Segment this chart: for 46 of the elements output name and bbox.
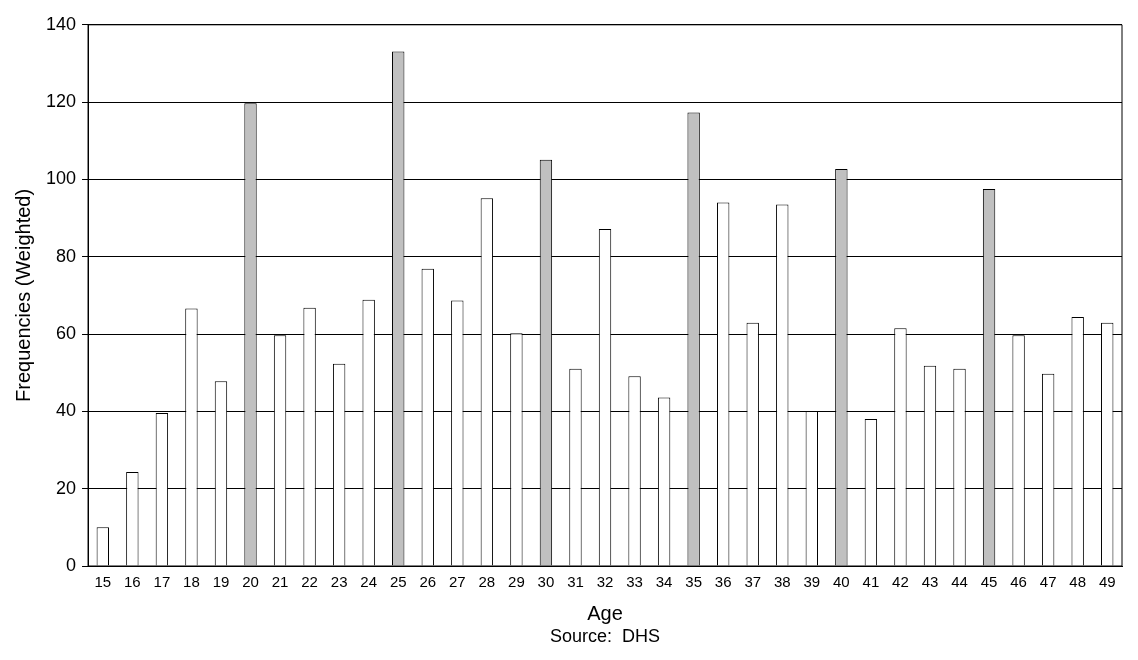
y-tick-label: 140	[45, 13, 77, 34]
x-tick-label: 36	[714, 573, 732, 591]
x-tick-label: 22	[301, 573, 318, 591]
y-tick-label: 120	[45, 91, 77, 112]
y-tick-label: 80	[56, 245, 77, 266]
x-tick-label: 16	[124, 573, 141, 591]
x-tick-label: 43	[921, 573, 939, 591]
x-tick-label: 15	[94, 573, 112, 591]
x-tick-label: 24	[360, 573, 378, 591]
x-tick-label: 18	[183, 573, 200, 591]
x-tick-label: 30	[537, 573, 555, 591]
x-tick-label: 32	[596, 573, 614, 591]
x-tick-label: 41	[862, 573, 880, 591]
x-tick-label: 31	[567, 573, 584, 591]
x-tick-label: 26	[419, 573, 437, 591]
x-tick-label: 42	[892, 573, 909, 591]
x-tick-label: 27	[448, 573, 466, 591]
x-tick-label: 19	[212, 573, 230, 591]
y-tick-label: 0	[66, 554, 77, 575]
x-tick-label: 29	[508, 573, 525, 591]
x-tick-label: 49	[1098, 573, 1116, 591]
x-tick-label: 20	[242, 573, 259, 591]
x-tick-label: 25	[389, 573, 407, 591]
x-tick-label: 37	[744, 573, 762, 591]
x-tick-label: 21	[271, 573, 289, 591]
x-tick-label: 23	[330, 573, 348, 591]
x-tick-label: 47	[1039, 573, 1057, 591]
x-tick-label: 45	[980, 573, 998, 591]
x-tick-label: 40	[833, 573, 850, 591]
y-axis-title: Frequencies (Weighted)	[11, 188, 34, 402]
x-tick-label: 33	[626, 573, 643, 591]
y-tick-label: 20	[56, 477, 77, 498]
x-tick-label: 28	[478, 573, 496, 591]
source-note: Source: DHS	[549, 625, 661, 646]
x-tick-label: 48	[1069, 573, 1087, 591]
y-tick-label: 40	[56, 400, 77, 421]
x-tick-label: 38	[773, 573, 791, 591]
y-tick-label: 100	[45, 168, 77, 189]
x-tick-label: 17	[153, 573, 171, 591]
x-axis-title: Age	[587, 601, 623, 624]
x-tick-label: 44	[951, 573, 968, 591]
x-tick-label: 35	[685, 573, 702, 591]
x-tick-label: 34	[655, 573, 673, 591]
y-tick-label: 60	[56, 323, 77, 344]
x-tick-label: 46	[1010, 573, 1027, 591]
x-tick-label: 39	[803, 573, 821, 591]
